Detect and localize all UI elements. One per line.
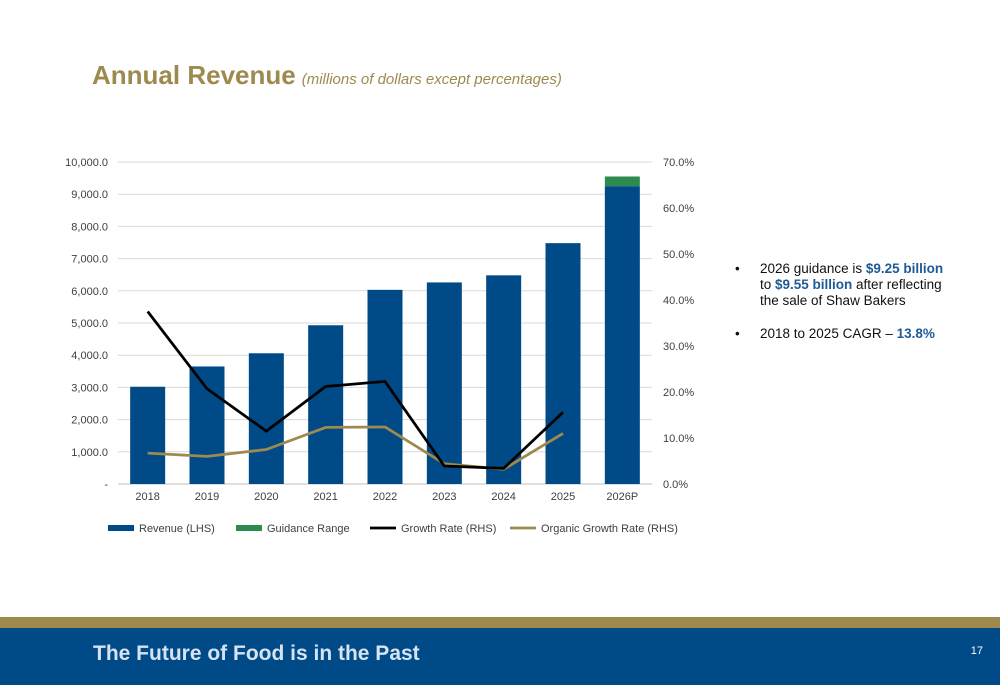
y-right-tick-label: 70.0% (663, 157, 694, 169)
x-tick-label: 2022 (373, 491, 397, 503)
revenue-bar (604, 186, 640, 484)
bullet-marker: • (735, 326, 740, 341)
bullet-guidance: • 2026 guidance is $9.25 billion to $9.5… (735, 261, 950, 309)
y-right-tick-label: 50.0% (663, 249, 694, 261)
legend-swatch (108, 525, 134, 531)
y-right-tick-label: 10.0% (663, 433, 694, 445)
y-left-tick-label: 1,000.0 (71, 447, 108, 459)
x-tick-label: 2018 (135, 491, 159, 503)
y-left-tick-label: 5,000.0 (71, 318, 108, 330)
guidance-range-bar (604, 176, 640, 187)
revenue-bar (248, 353, 284, 484)
revenue-bar (367, 289, 403, 484)
slide-title-block: Annual Revenue (millions of dollars excep… (92, 60, 562, 91)
bullet-cagr: • 2018 to 2025 CAGR – 13.8% (735, 326, 950, 342)
y-left-tick-label: 2,000.0 (71, 415, 108, 427)
revenue-bar (308, 325, 344, 484)
footer-bar: The Future of Food is in the Past 17 (0, 628, 1000, 685)
y-left-tick-label: 4,000.0 (71, 350, 108, 362)
x-tick-label: 2024 (491, 491, 515, 503)
revenue-bar (545, 243, 581, 484)
x-tick-label: 2023 (432, 491, 456, 503)
x-tick-label: 2025 (551, 491, 575, 503)
y-right-tick-label: 60.0% (663, 203, 694, 215)
bullet-list: • 2026 guidance is $9.25 billion to $9.5… (735, 261, 950, 359)
y-left-tick-label: - (104, 479, 108, 491)
revenue-bar (130, 386, 166, 484)
y-left-tick-label: 10,000.0 (65, 157, 108, 169)
x-tick-label: 2021 (313, 491, 337, 503)
y-right-tick-label: 0.0% (663, 479, 688, 491)
bullet-highlight: $9.25 billion (865, 261, 944, 276)
y-right-tick-label: 20.0% (663, 387, 694, 399)
bullet-text: to (760, 277, 776, 292)
revenue-bar (486, 275, 522, 484)
bullet-highlight: $9.55 billion (775, 277, 853, 292)
y-left-tick-label: 3,000.0 (71, 382, 108, 394)
legend-label: Organic Growth Rate (RHS) (541, 523, 678, 535)
growth-rate-line (146, 310, 564, 470)
x-tick-label: 2020 (254, 491, 278, 503)
y-right-tick-label: 30.0% (663, 341, 694, 353)
footer-accent-band (0, 617, 1000, 628)
y-right-tick-label: 40.0% (663, 295, 694, 307)
x-tick-label: 2026P (606, 491, 638, 503)
legend-label: Guidance Range (267, 523, 350, 535)
page-number: 17 (970, 645, 983, 657)
y-left-tick-label: 6,000.0 (71, 286, 108, 298)
legend-label: Revenue (LHS) (139, 523, 215, 535)
footer-tagline: The Future of Food is in the Past (93, 642, 420, 665)
bullet-highlight: 13.8% (896, 326, 935, 341)
y-left-tick-label: 9,000.0 (71, 189, 108, 201)
legend-swatch (236, 525, 262, 531)
revenue-bar (189, 366, 225, 484)
slide-title: Annual Revenue (92, 60, 296, 90)
y-left-tick-label: 7,000.0 (71, 254, 108, 266)
legend-label: Growth Rate (RHS) (401, 523, 496, 535)
revenue-chart: - 1,000.0 2,000.0 3,000.0 4,000.0 5,000.0 6,00… (65, 157, 694, 535)
y-left-tick-label: 8,000.0 (71, 221, 108, 233)
revenue-bar (426, 282, 462, 484)
slide-subtitle: (millions of dollars except percentages) (301, 71, 562, 88)
x-tick-label: 2019 (195, 491, 219, 503)
bullet-marker: • (735, 261, 740, 276)
bullet-text: 2026 guidance is (760, 261, 866, 276)
bullet-text: after reflecting the sale of Shaw Bakers (760, 277, 942, 308)
bullet-text: 2018 to 2025 CAGR – (760, 326, 897, 341)
